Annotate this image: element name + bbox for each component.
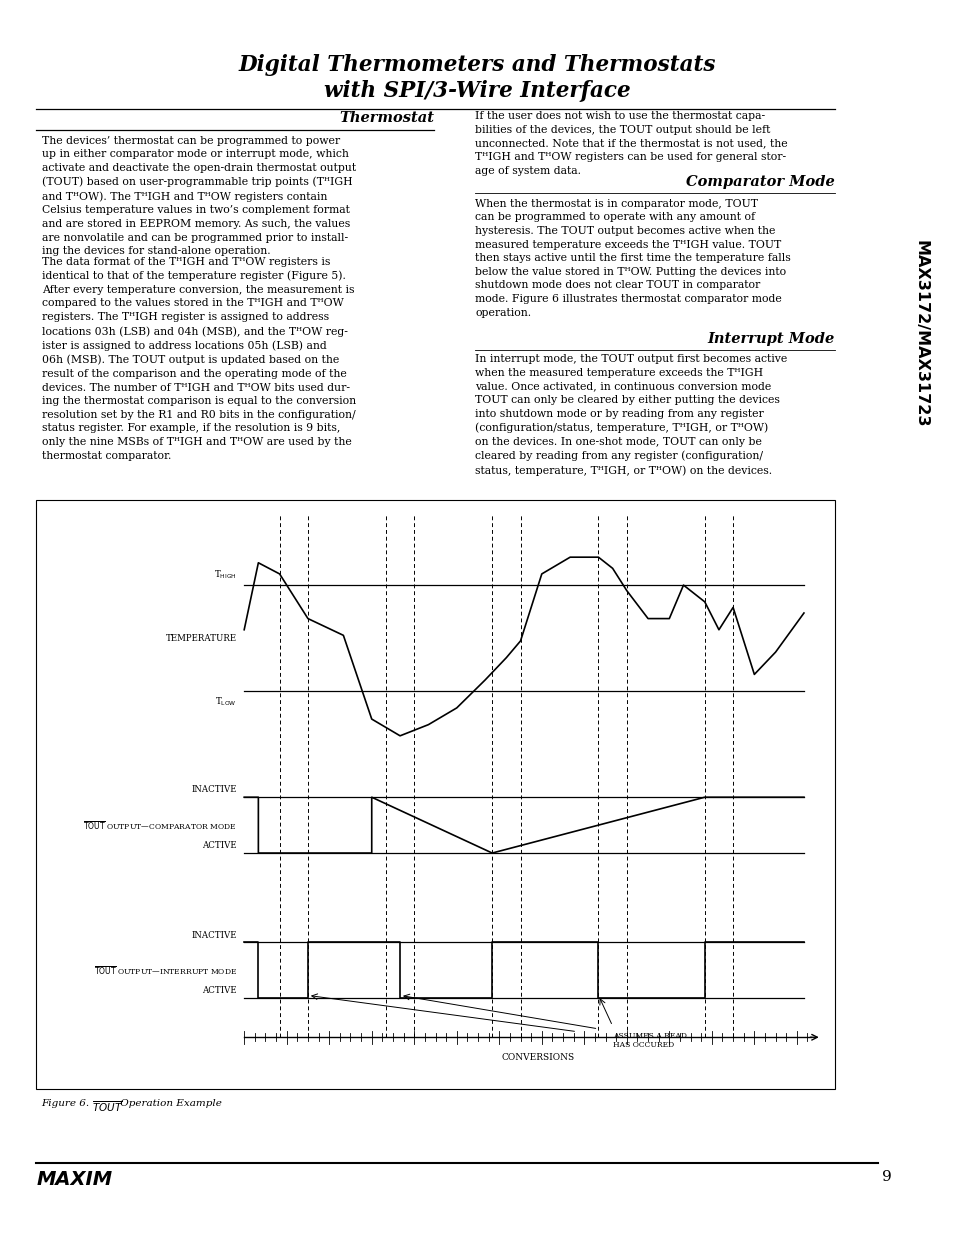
Text: Operation Example: Operation Example [117,1099,222,1108]
Text: Thermostat: Thermostat [338,111,434,125]
Text: Figure 6.: Figure 6. [41,1099,92,1108]
Text: MAX3172/MAX31723: MAX3172/MAX31723 [912,240,927,427]
Text: ASSUMES A READ
HAS OCCURED: ASSUMES A READ HAS OCCURED [612,1031,686,1049]
Text: with SPI/3-Wire Interface: with SPI/3-Wire Interface [323,80,630,103]
Text: Interrupt Mode: Interrupt Mode [707,332,834,346]
Text: TEMPERATURE: TEMPERATURE [166,634,237,642]
FancyBboxPatch shape [36,500,834,1089]
Text: The devices’ thermostat can be programmed to power
up in either comparator mode : The devices’ thermostat can be programme… [42,136,355,257]
Text: When the thermostat is in comparator mode, TOUT
can be programmed to operate wit: When the thermostat is in comparator mod… [475,199,790,317]
Text: If the user does not wish to use the thermostat capa-
bilities of the devices, t: If the user does not wish to use the the… [475,111,787,175]
Text: MAXIM: MAXIM [36,1170,112,1188]
Text: ACTIVE: ACTIVE [202,987,237,995]
Text: Digital Thermometers and Thermostats: Digital Thermometers and Thermostats [238,54,715,77]
Text: T$_{\mathsf{HIGH}}$: T$_{\mathsf{HIGH}}$ [214,568,237,580]
Text: $\overline{TOUT}$: $\overline{TOUT}$ [91,1099,123,1114]
Text: Comparator Mode: Comparator Mode [685,175,834,189]
Text: CONVERSIONS: CONVERSIONS [501,1053,575,1062]
Text: T$_{\mathsf{LOW}}$: T$_{\mathsf{LOW}}$ [215,695,237,708]
Text: $\overline{\mathsf{TOUT}}$ OUTPUT—COMPARATOR MODE: $\overline{\mathsf{TOUT}}$ OUTPUT—COMPAR… [84,819,237,831]
Text: In interrupt mode, the TOUT output first becomes active
when the measured temper: In interrupt mode, the TOUT output first… [475,354,786,475]
Text: INACTIVE: INACTIVE [192,930,237,940]
Text: INACTIVE: INACTIVE [192,785,237,794]
Text: $\overline{\mathsf{TOUT}}$ OUTPUT—INTERRUPT MODE: $\overline{\mathsf{TOUT}}$ OUTPUT—INTERR… [93,963,237,977]
Text: The data format of the TᴴIGH and TᴴOW registers is
identical to that of the temp: The data format of the TᴴIGH and TᴴOW re… [42,257,355,461]
Text: ACTIVE: ACTIVE [202,841,237,850]
Text: 9: 9 [882,1170,891,1183]
